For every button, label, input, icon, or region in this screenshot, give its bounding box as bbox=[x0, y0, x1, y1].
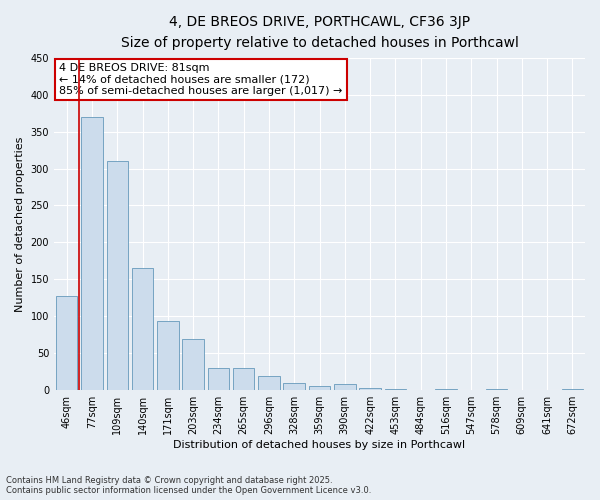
Bar bbox=[334, 384, 356, 390]
Bar bbox=[435, 388, 457, 390]
Bar bbox=[309, 386, 330, 390]
Bar bbox=[182, 339, 204, 390]
Title: 4, DE BREOS DRIVE, PORTHCAWL, CF36 3JP
Size of property relative to detached hou: 4, DE BREOS DRIVE, PORTHCAWL, CF36 3JP S… bbox=[121, 15, 518, 50]
Text: Contains HM Land Registry data © Crown copyright and database right 2025.
Contai: Contains HM Land Registry data © Crown c… bbox=[6, 476, 371, 495]
Bar bbox=[107, 161, 128, 390]
Y-axis label: Number of detached properties: Number of detached properties bbox=[15, 136, 25, 312]
Bar bbox=[258, 376, 280, 390]
Bar bbox=[562, 388, 583, 390]
Bar bbox=[132, 268, 153, 390]
Bar bbox=[56, 296, 77, 390]
Text: 4 DE BREOS DRIVE: 81sqm
← 14% of detached houses are smaller (172)
85% of semi-d: 4 DE BREOS DRIVE: 81sqm ← 14% of detache… bbox=[59, 62, 343, 96]
Bar bbox=[233, 368, 254, 390]
Bar bbox=[283, 383, 305, 390]
Bar bbox=[359, 388, 381, 390]
Bar bbox=[208, 368, 229, 390]
Bar bbox=[81, 117, 103, 390]
Bar bbox=[157, 321, 179, 390]
X-axis label: Distribution of detached houses by size in Porthcawl: Distribution of detached houses by size … bbox=[173, 440, 466, 450]
